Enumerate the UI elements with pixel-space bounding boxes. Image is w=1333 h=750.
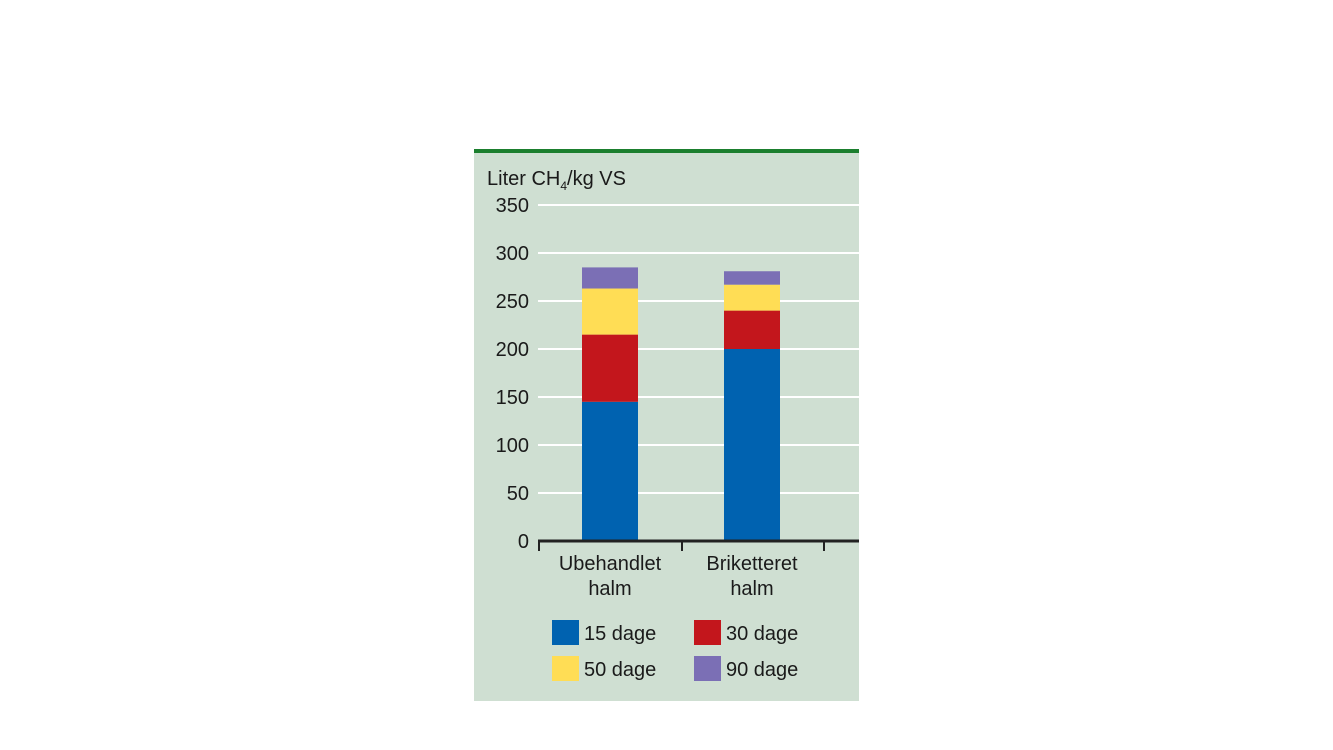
y-tick-label: 300: [496, 243, 529, 265]
bar-segment: [724, 349, 780, 541]
bar-segment: [582, 401, 638, 541]
bars: [582, 267, 780, 541]
legend-swatch: [694, 656, 721, 681]
chart-background: [474, 149, 859, 701]
x-tick-label: Ubehandlet: [559, 553, 662, 575]
bar-segment: [582, 288, 638, 335]
bar-segment: [724, 310, 780, 349]
y-tick-label: 250: [496, 291, 529, 313]
y-axis-label-tail: /kg VS: [567, 168, 626, 190]
y-axis-label-subscript: 4: [560, 179, 567, 193]
y-tick-label: 50: [507, 483, 529, 505]
y-tick-label: 0: [518, 531, 529, 553]
legend-swatch: [552, 620, 579, 645]
legend-swatch: [694, 620, 721, 645]
chart-top-rule: [474, 149, 859, 153]
legend-label: 15 dage: [584, 623, 656, 645]
legend-label: 50 dage: [584, 659, 656, 681]
y-tick-label: 100: [496, 435, 529, 457]
legend-swatch: [552, 656, 579, 681]
bar-segment: [582, 267, 638, 289]
bar-segment: [724, 284, 780, 311]
bar-segment: [582, 334, 638, 402]
legend-label: 30 dage: [726, 623, 798, 645]
x-axis: [538, 539, 859, 551]
y-axis-label: Liter CH4/kg VS: [487, 168, 626, 193]
legend-label: 90 dage: [726, 659, 798, 681]
y-tick-label: 150: [496, 387, 529, 409]
y-axis-label-main: Liter CH: [487, 168, 560, 190]
y-tick-labels: 0 50 100 150 200 250 300 350: [496, 195, 529, 553]
y-tick-label: 200: [496, 339, 529, 361]
bar-segment: [724, 271, 780, 285]
legend: 15 dage 30 dage 50 dage 90 dage: [552, 620, 798, 681]
x-tick-labels: Ubehandlet halm Briketteret halm: [559, 553, 798, 600]
stacked-bar-chart: Liter CH4/kg VS 0 50 100 150 200 250 300 350 Ub…: [474, 149, 859, 701]
x-tick-label: halm: [730, 578, 773, 600]
chart-panel: Liter CH4/kg VS 0 50 100 150 200 250 300 350 Ub…: [474, 149, 859, 701]
x-tick-label: halm: [588, 578, 631, 600]
y-tick-label: 350: [496, 195, 529, 217]
x-tick-label: Briketteret: [706, 553, 798, 575]
